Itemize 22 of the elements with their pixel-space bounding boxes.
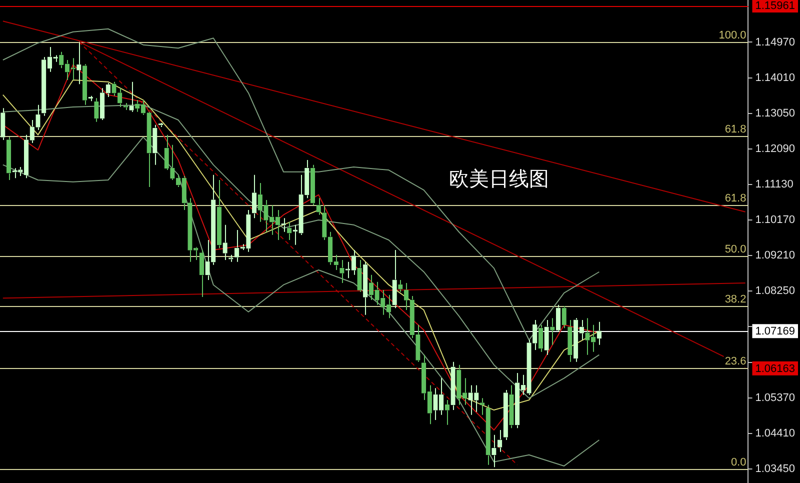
annotation: 23.6 (724, 356, 746, 368)
y-tick-label: 1.12090 (755, 142, 796, 155)
annotation: 欧美日线图 (449, 166, 550, 190)
y-tick-label: 1.09210 (755, 250, 796, 262)
annotation: 0.0 (730, 456, 746, 469)
y-tick-label: 1.13050 (755, 107, 796, 120)
y-tick-label: 1.03450 (755, 462, 796, 475)
annotation: 50.0 (724, 244, 746, 256)
annotation: 61.8 (724, 192, 746, 205)
y-tick-label: 1.04410 (755, 427, 796, 440)
y-tick-label: 1.05370 (755, 392, 796, 404)
y-tick-label: 1.10170 (755, 214, 796, 226)
annotation: 38.2 (724, 294, 746, 306)
y-tick-label: 1.14970 (755, 36, 796, 48)
annotation: 100.0 (718, 30, 746, 42)
y-tick-label: 1.08250 (755, 285, 796, 298)
y-tick-label: 1.11130 (755, 178, 794, 190)
ref-line-label: 1.15961 (755, 0, 796, 12)
y-tick-label: 1.14010 (755, 72, 796, 84)
ref-line-label: 1.06163 (755, 362, 796, 375)
annotation: 61.8 (724, 124, 746, 136)
ref-line-label: 1.07169 (755, 326, 796, 338)
